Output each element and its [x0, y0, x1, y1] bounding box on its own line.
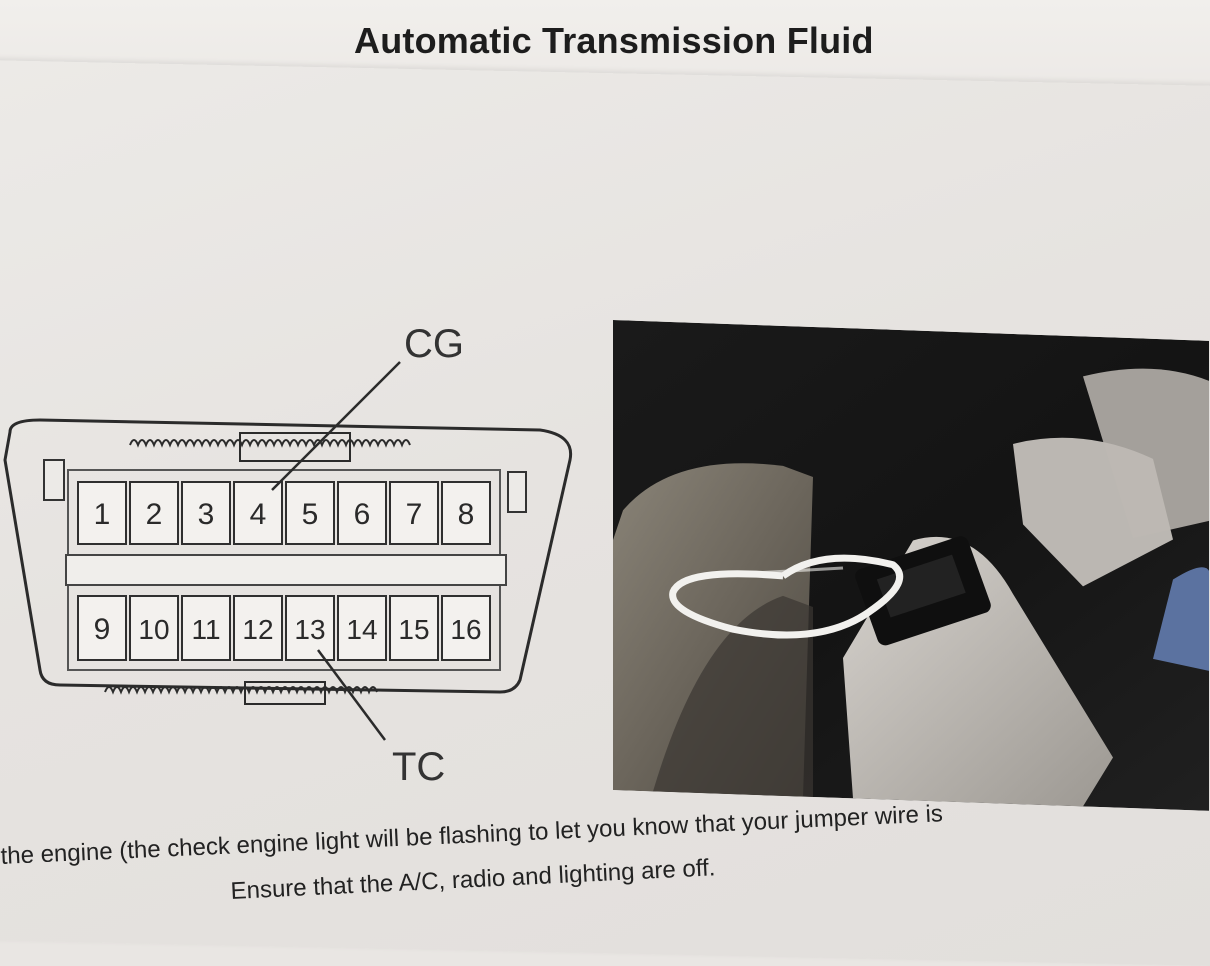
pin-cell-15 [389, 595, 439, 661]
pin-cell-14 [337, 595, 387, 661]
pin-label-10: 10 [138, 614, 169, 645]
pin-label-15: 15 [398, 614, 429, 645]
pin-cell-8 [441, 481, 491, 545]
pin-label-5: 5 [302, 498, 319, 531]
pin-label-14: 14 [346, 614, 377, 645]
pin-label-13: 13 [294, 614, 325, 645]
pin-cell-4 [233, 481, 283, 545]
pin-label-16: 16 [450, 614, 481, 645]
pin-cell-6 [337, 481, 387, 545]
pin-cell-1 [77, 481, 127, 545]
pin-cell-12 [233, 595, 283, 661]
pin-label-6: 6 [354, 498, 371, 531]
pin-cell-9 [77, 595, 127, 661]
pin-label-7: 7 [406, 498, 423, 531]
bottom-pin-row: 9 10 11 12 13 14 15 16 [77, 595, 491, 661]
pin-label-2: 2 [146, 498, 163, 531]
pin-cell-3 [181, 481, 231, 545]
pin-cell-16 [441, 595, 491, 661]
pin-label-3: 3 [198, 498, 215, 531]
cg-label: CG [404, 322, 464, 366]
pin-label-8: 8 [458, 498, 475, 531]
pin-label-9: 9 [94, 613, 111, 646]
pin-cell-13 [285, 595, 335, 661]
cg-leader-line [271, 361, 401, 491]
pin-cell-7 [389, 481, 439, 545]
pin-cell-2 [129, 481, 179, 545]
jumper-wire-photo [613, 320, 1209, 811]
pin-label-11: 11 [191, 614, 220, 645]
pin-label-4: 4 [250, 498, 267, 531]
pin-label-12: 12 [242, 614, 273, 645]
tc-label: TC [392, 745, 446, 789]
pin-cell-10 [129, 595, 179, 661]
tc-leader-line [316, 649, 387, 741]
pin-cell-5 [285, 481, 335, 545]
page-title: Automatic Transmission Fluid [354, 20, 874, 61]
pin-label-1: 1 [94, 498, 111, 531]
top-pin-row: 1 2 3 4 5 6 7 8 [77, 481, 491, 545]
pin-cell-11 [181, 595, 231, 661]
